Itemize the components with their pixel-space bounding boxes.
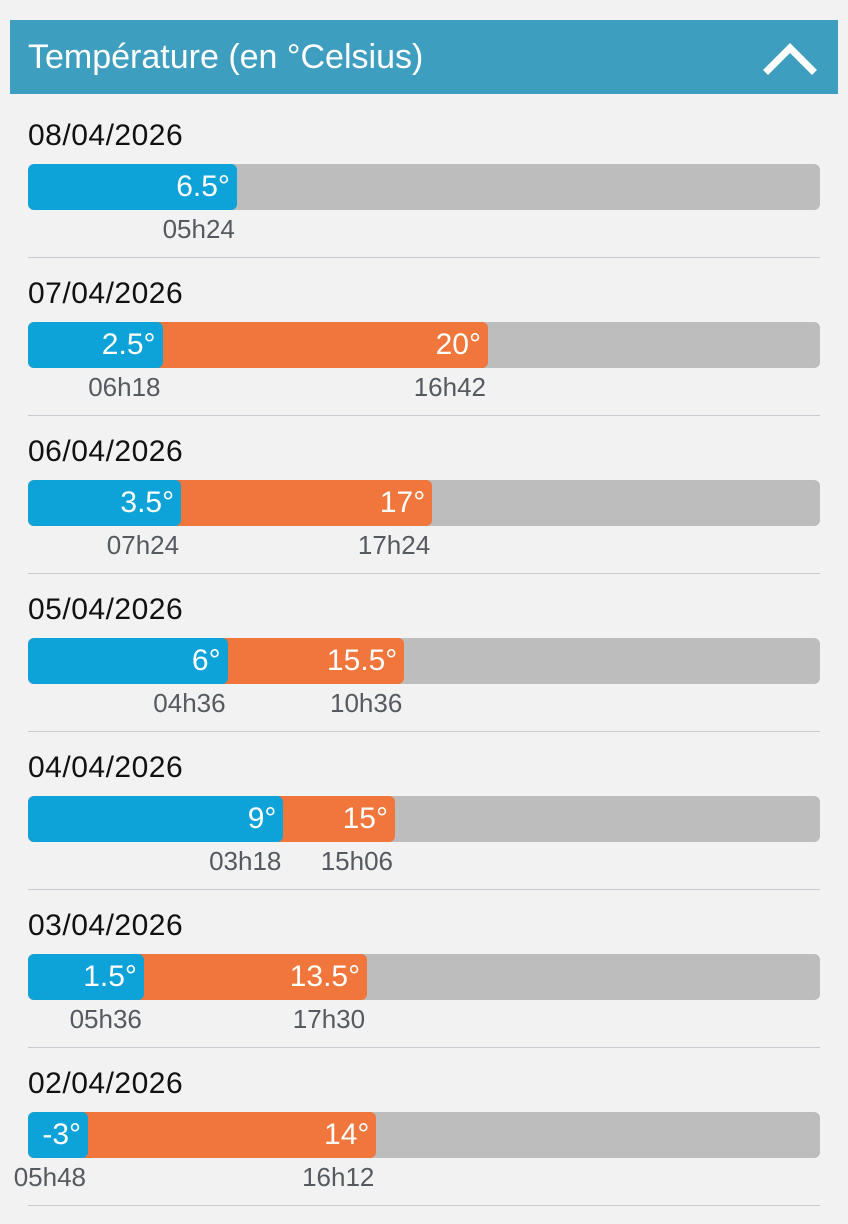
temperature-bar-track: 15° 9° [28,796,820,842]
min-temperature-bar [28,480,182,526]
day-date: 08/04/2026 [28,119,184,152]
day-date: 04/04/2026 [28,751,184,784]
panel-header[interactable]: Température (en °Celsius) [10,20,838,94]
min-temperature-bar [28,796,284,842]
max-temperature-value: 20° [435,328,481,361]
row-divider [28,1047,820,1048]
max-temperature-value: 13.5° [289,960,361,993]
row-divider [28,415,820,416]
min-temperature-time: 07h24 [106,530,180,560]
day-date: 02/04/2026 [28,1067,184,1100]
temperature-bar-track: 13.5° 1.5° [28,954,820,1000]
day-row: 08/04/2026 6.5° 05h24 [28,118,820,276]
min-temperature-value: 9° [247,802,277,835]
day-row: 04/04/2026 15h06 15° 9° 03h18 [28,750,820,908]
min-temperature-value: 6.5° [176,170,230,203]
min-temperature-time: 06h18 [88,372,161,402]
max-temperature-value: 15° [342,802,388,835]
min-temperature-value: 6° [191,644,221,677]
min-temperature-value: -3° [42,1118,81,1151]
min-temperature-value: 3.5° [120,486,175,519]
max-temperature-value: 17° [379,486,426,519]
temperature-bar-track: 14° -3° [28,1112,820,1158]
day-date: 03/04/2026 [28,909,184,942]
row-divider [28,573,820,574]
row-divider [28,257,820,258]
temperature-panel: Température (en °Celsius) 08/04/2026 6.5°… [10,20,838,1206]
day-row: 07/04/2026 16h42 20° 2.5° 06h18 [28,276,820,434]
day-date: 07/04/2026 [28,277,184,310]
max-temperature-value: 15.5° [326,644,398,677]
max-temperature-time: 17h30 [292,1004,366,1034]
collapse-button[interactable] [762,32,818,82]
min-temperature-time: 03h18 [209,846,282,876]
min-temperature-time: 05h36 [69,1004,142,1034]
chevron-up-icon [763,43,817,75]
temperature-bar-track: 6.5° [28,164,820,210]
min-temperature-bar [28,164,237,210]
day-row: 06/04/2026 17h24 17° 3.5° 07h24 [28,434,820,592]
max-temperature-time: 16h12 [302,1162,375,1192]
max-temperature-time: 17h24 [357,530,431,560]
min-temperature-time: 05h48 [13,1162,86,1192]
day-date: 06/04/2026 [28,435,184,468]
panel-title: Température (en °Celsius) [28,38,424,76]
max-temperature-time: 15h06 [320,846,393,876]
page-top-strip [0,0,848,20]
temperature-bar-track: 17° 3.5° [28,480,820,526]
row-divider [28,1205,820,1206]
min-temperature-value: 1.5° [83,960,137,993]
min-temperature-time: 04h36 [153,688,226,718]
min-temperature-bar [28,954,144,1000]
max-temperature-time: 16h42 [413,372,486,402]
day-row: 05/04/2026 10h36 15.5° 6° 04h36 [28,592,820,750]
temperature-bar-track: 15.5° 6° [28,638,820,684]
min-temperature-time: 05h24 [162,214,235,244]
max-temperature-time: 10h36 [329,688,403,718]
temperature-bar-track: 20° 2.5° [28,322,820,368]
row-divider [28,731,820,732]
min-temperature-bar [28,322,163,368]
max-temperature-value: 14° [324,1118,370,1151]
row-divider [28,889,820,890]
min-temperature-value: 2.5° [101,328,156,361]
min-temperature-bar [28,1112,88,1158]
day-date: 05/04/2026 [28,593,184,626]
min-temperature-bar [28,638,228,684]
day-row: 03/04/2026 17h30 13.5° 1.5° 05h36 [28,908,820,1066]
day-row: 02/04/2026 16h12 14° -3° 05h48 [14,1066,820,1224]
